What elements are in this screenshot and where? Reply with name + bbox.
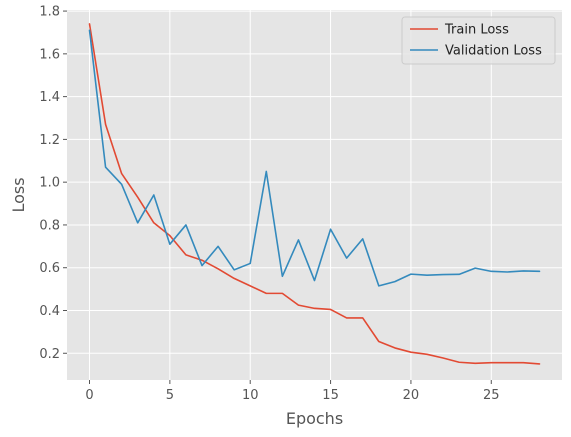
plot-background	[67, 10, 562, 380]
y-axis-label: Loss	[9, 177, 28, 212]
y-tick-label: 1.8	[39, 5, 60, 20]
x-tick-label: 10	[242, 388, 259, 403]
legend-box	[401, 16, 556, 65]
y-tick-label: 1.0	[39, 176, 60, 191]
y-tick-label: 0.6	[39, 261, 60, 276]
y-tick-label: 0.4	[39, 304, 60, 319]
legend: Train Loss Validation Loss	[401, 16, 556, 65]
legend-label: Train Loss	[444, 23, 509, 38]
axes: 0 5 10 15 20 25 0.2 0.4 0.6 0.8 1.0 1.2 1.4 1.6 1.8	[39, 5, 499, 403]
y-tick-label: 1.4	[39, 90, 60, 105]
x-tick-label: 5	[166, 388, 174, 403]
series-lines	[88, 23, 541, 365]
x-axis-label: Epochs	[286, 409, 343, 428]
x-tick-label: 20	[403, 388, 420, 403]
y-tick-label: 1.2	[39, 133, 60, 148]
y-tick-label: 1.6	[39, 47, 60, 62]
legend-label: Validation Loss	[445, 44, 542, 59]
x-tick-label: 0	[85, 388, 93, 403]
series-line-validation-loss	[88, 29, 541, 287]
y-tick-label: 0.8	[39, 218, 60, 233]
x-tick-label: 25	[483, 388, 500, 403]
y-tick-label: 0.2	[39, 347, 60, 362]
series-line-train-loss	[88, 23, 541, 365]
x-tick-label: 15	[322, 388, 339, 403]
